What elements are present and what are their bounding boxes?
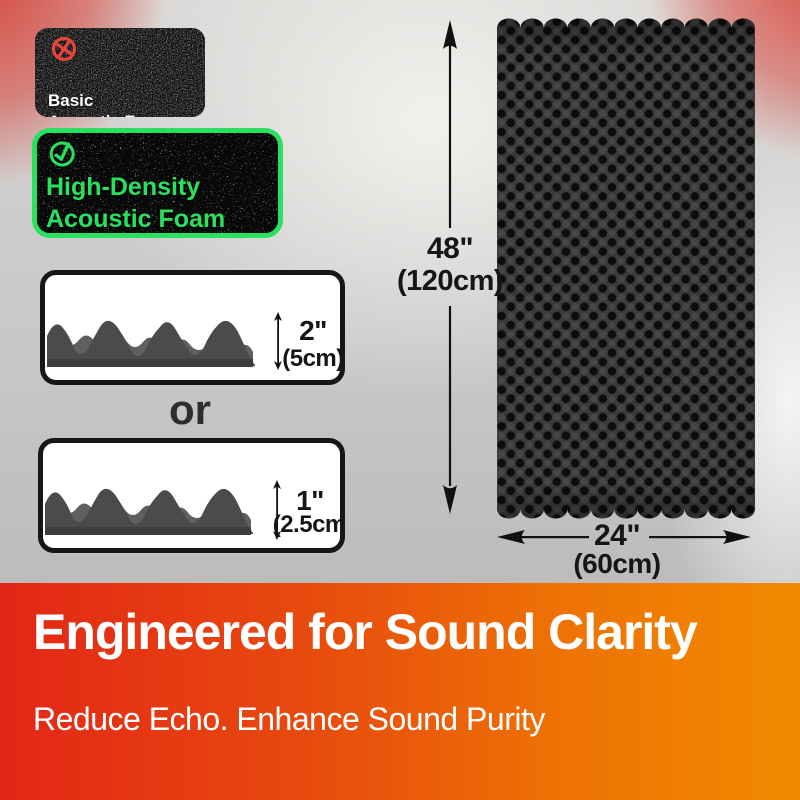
thickness-dimension-arrow <box>274 312 282 370</box>
hd-badge-line2: Acoustic Foam <box>46 205 226 233</box>
foam-profile-image <box>45 488 253 535</box>
foam-texture-image <box>35 28 205 117</box>
width-dimension-arrow <box>497 530 751 544</box>
thickness-value-inches: 1" <box>296 485 324 516</box>
basic-badge-line1: Basic <box>48 91 94 110</box>
high-density-foam-badge: High-Density Acoustic Foam <box>32 128 283 238</box>
x-circle-icon <box>51 36 77 62</box>
thickness-dimension-arrow <box>273 480 281 540</box>
thickness-card-2in: 2" (5cm) <box>40 270 345 385</box>
thickness-value-inches: 2" <box>299 315 327 346</box>
width-inches: 24" <box>593 519 641 552</box>
basic-badge-line2: Acoustic Foam <box>48 111 170 117</box>
height-dimension-label: 48" (120cm) <box>375 232 525 298</box>
foam-panel-image <box>497 18 755 519</box>
height-dimension-arrow <box>443 20 457 514</box>
foam-texture-image <box>37 133 278 233</box>
marketing-banner: Engineered for Sound Clarity Reduce Echo… <box>0 583 800 800</box>
height-inches: 48" <box>426 232 474 265</box>
banner-subheadline: Reduce Echo. Enhance Sound Purity <box>33 701 545 737</box>
or-separator-label: or <box>169 386 211 433</box>
hd-badge-line1: High-Density <box>46 173 201 201</box>
basic-foam-badge: Basic Acoustic Foam <box>35 28 205 117</box>
thickness-value-metric: (2.5cm) <box>272 511 345 538</box>
banner-headline: Engineered for Sound Clarity <box>33 604 698 660</box>
foam-profile-image <box>47 320 255 367</box>
thickness-value-metric: (5cm) <box>282 345 344 372</box>
check-circle-icon <box>49 141 75 167</box>
width-metric: (60cm) <box>573 548 661 579</box>
thickness-card-1in: 1" (2.5cm) <box>38 438 345 553</box>
height-metric: (120cm) <box>396 265 504 297</box>
